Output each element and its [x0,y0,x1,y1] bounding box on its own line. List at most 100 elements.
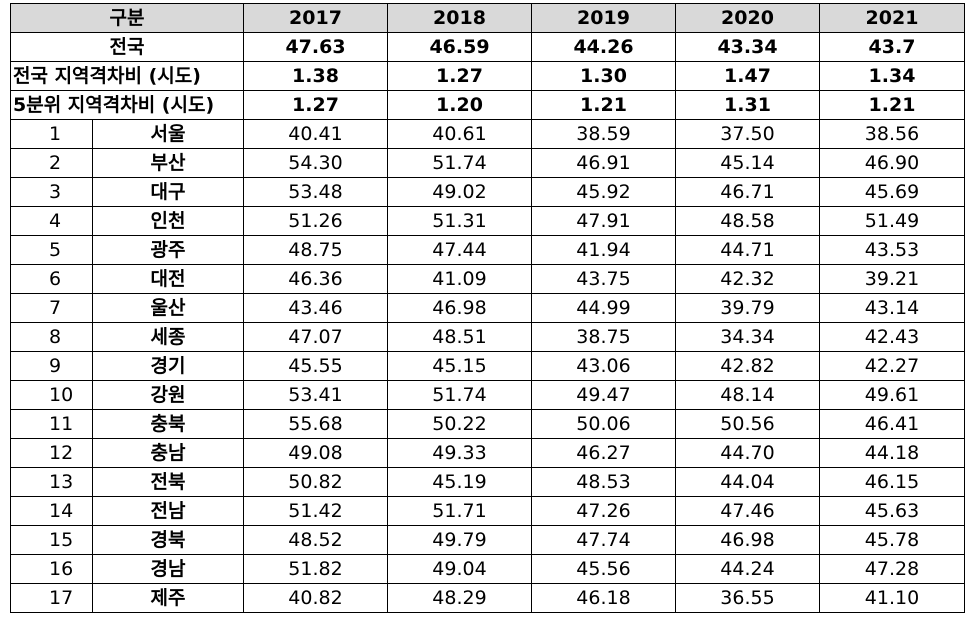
region-number: 2 [10,148,93,178]
summary-row-quintile-ratio: 5분위 지역격차비 (시도) 1.27 1.20 1.21 1.31 1.21 [10,90,965,120]
region-name: 서울 [92,119,244,149]
region-name: 경북 [92,525,244,555]
summary-value: 43.34 [675,32,820,62]
region-value: 49.33 [387,438,532,468]
region-number: 5 [10,235,93,265]
table-row: 3 대구 53.48 49.02 45.92 46.71 45.69 [10,177,965,207]
region-value: 46.98 [387,293,532,323]
table-row: 2 부산 54.30 51.74 46.91 45.14 46.90 [10,148,965,178]
region-value: 45.19 [387,467,532,497]
region-value: 47.46 [675,496,820,526]
region-value: 51.31 [387,206,532,236]
region-value: 47.44 [387,235,532,265]
region-name: 부산 [92,148,244,178]
region-name: 대전 [92,264,244,294]
region-value: 42.27 [819,351,965,381]
region-value: 49.79 [387,525,532,555]
region-value: 44.24 [675,554,820,584]
region-value: 44.04 [675,467,820,497]
summary-value: 43.7 [819,32,965,62]
region-value: 47.07 [243,322,388,352]
region-value: 45.69 [819,177,965,207]
region-number: 15 [10,525,93,555]
region-value: 42.82 [675,351,820,381]
region-value: 39.21 [819,264,965,294]
region-value: 46.18 [531,583,676,613]
region-name: 충남 [92,438,244,468]
region-value: 45.56 [531,554,676,584]
header-year: 2018 [387,3,532,33]
region-value: 48.29 [387,583,532,613]
table-row: 4 인천 51.26 51.31 47.91 48.58 51.49 [10,206,965,236]
region-value: 49.61 [819,380,965,410]
header-year: 2020 [675,3,820,33]
summary-value: 1.31 [675,90,820,120]
region-value: 47.91 [531,206,676,236]
region-value: 51.42 [243,496,388,526]
region-value: 41.09 [387,264,532,294]
header-row: 구분 2017 2018 2019 2020 2021 [10,3,965,33]
region-value: 44.18 [819,438,965,468]
region-number: 14 [10,496,93,526]
region-value: 41.94 [531,235,676,265]
region-name: 광주 [92,235,244,265]
summary-value: 47.63 [243,32,388,62]
region-name: 제주 [92,583,244,613]
summary-value: 1.38 [243,61,388,91]
header-year: 2021 [819,3,965,33]
region-number: 10 [10,380,93,410]
region-value: 40.61 [387,119,532,149]
summary-value: 1.30 [531,61,676,91]
region-value: 51.26 [243,206,388,236]
summary-value: 1.27 [387,61,532,91]
region-value: 47.26 [531,496,676,526]
summary-value: 46.59 [387,32,532,62]
region-value: 50.22 [387,409,532,439]
table-row: 5 광주 48.75 47.44 41.94 44.71 43.53 [10,235,965,265]
table-row: 8 세종 47.07 48.51 38.75 34.34 42.43 [10,322,965,352]
region-value: 49.08 [243,438,388,468]
region-value: 46.90 [819,148,965,178]
region-value: 44.70 [675,438,820,468]
region-value: 43.14 [819,293,965,323]
region-value: 44.99 [531,293,676,323]
region-value: 50.06 [531,409,676,439]
table-row: 6 대전 46.36 41.09 43.75 42.32 39.21 [10,264,965,294]
region-value: 48.14 [675,380,820,410]
region-value: 45.63 [819,496,965,526]
region-name: 대구 [92,177,244,207]
region-value: 54.30 [243,148,388,178]
region-value: 45.55 [243,351,388,381]
region-number: 6 [10,264,93,294]
region-value: 38.56 [819,119,965,149]
region-value: 50.56 [675,409,820,439]
region-number: 12 [10,438,93,468]
region-value: 38.75 [531,322,676,352]
summary-value: 1.27 [243,90,388,120]
table-row: 13 전북 50.82 45.19 48.53 44.04 46.15 [10,467,965,497]
table-row: 17 제주 40.82 48.29 46.18 36.55 41.10 [10,583,965,613]
region-name: 경기 [92,351,244,381]
region-value: 53.41 [243,380,388,410]
table-row: 9 경기 45.55 45.15 43.06 42.82 42.27 [10,351,965,381]
region-value: 45.14 [675,148,820,178]
region-number: 13 [10,467,93,497]
region-value: 45.92 [531,177,676,207]
header-year: 2019 [531,3,676,33]
summary-value: 1.47 [675,61,820,91]
region-value: 46.71 [675,177,820,207]
region-name: 전남 [92,496,244,526]
region-value: 40.41 [243,119,388,149]
region-value: 42.32 [675,264,820,294]
region-value: 46.36 [243,264,388,294]
region-value: 53.48 [243,177,388,207]
region-value: 43.53 [819,235,965,265]
summary-label: 전국 [10,32,244,62]
region-value: 51.49 [819,206,965,236]
region-value: 46.15 [819,467,965,497]
summary-value: 1.34 [819,61,965,91]
region-value: 45.15 [387,351,532,381]
region-number: 8 [10,322,93,352]
header-category: 구분 [10,3,244,33]
